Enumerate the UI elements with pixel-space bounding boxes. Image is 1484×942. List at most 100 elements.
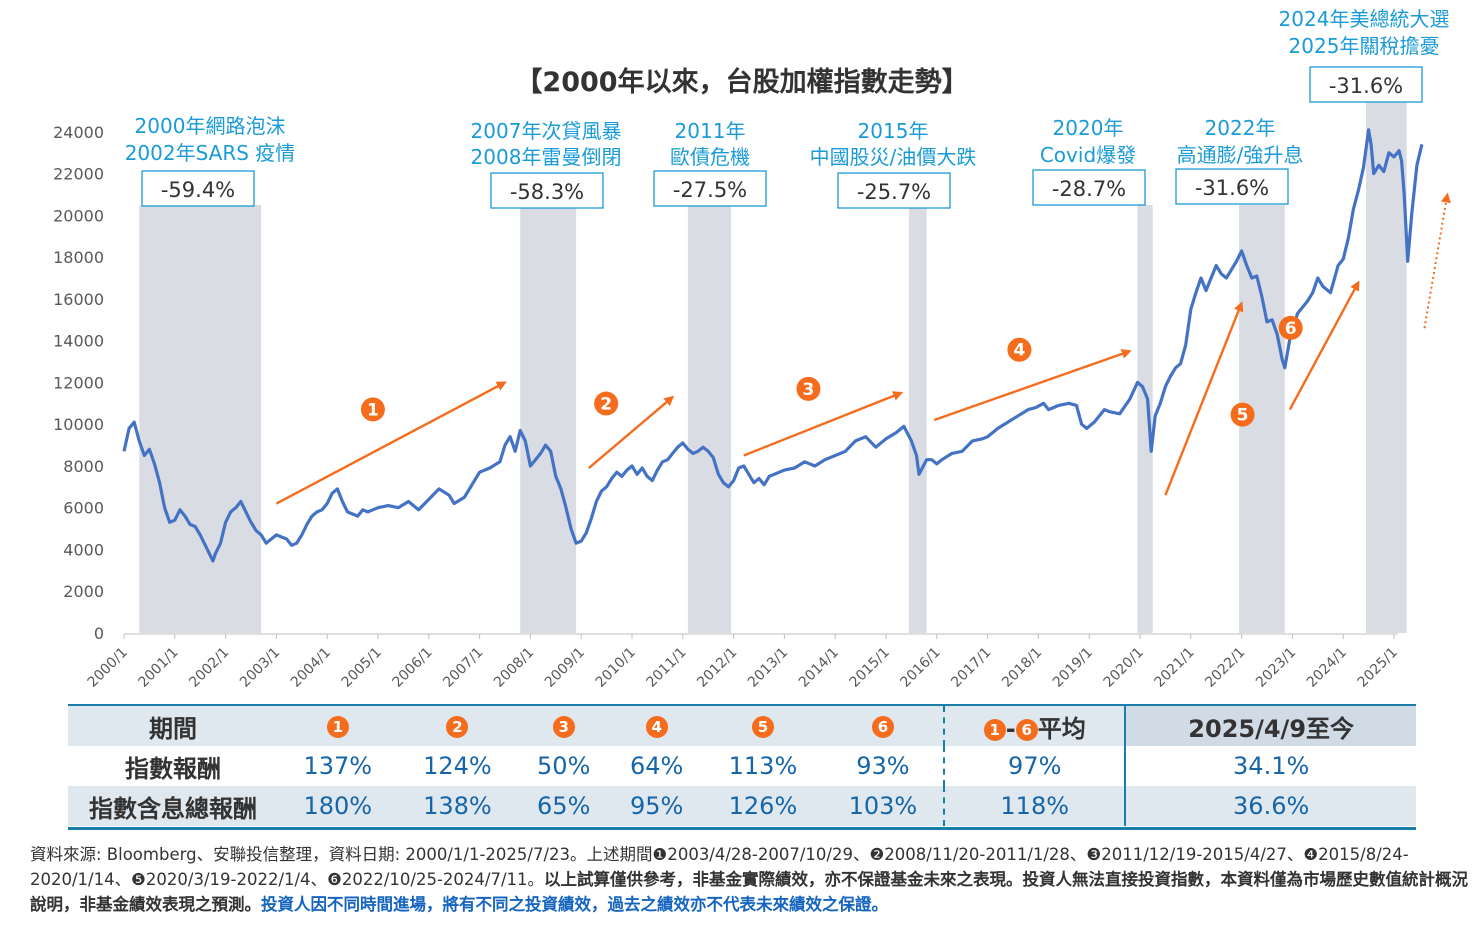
drawdown-value: -31.6%: [1195, 176, 1269, 200]
y-tick-label: 24000: [53, 123, 104, 142]
x-tick-label: 2001/1: [135, 645, 181, 691]
x-tick-label: 2022/1: [1202, 645, 1248, 691]
x-tick-label: 2010/1: [593, 645, 639, 691]
drawdown-shade: [139, 205, 262, 633]
x-tick-label: 2011/1: [643, 645, 689, 691]
x-tick-label: 2021/1: [1151, 645, 1197, 691]
table-cell: 138%: [397, 786, 518, 826]
drawdown-value: -25.7%: [857, 180, 931, 204]
phase-arrow: [933, 349, 1132, 422]
drawdown-shades: [139, 100, 1407, 633]
x-tick-label: 2004/1: [288, 645, 334, 691]
x-tick-label: 2024/1: [1304, 645, 1350, 691]
footnote-disclaimer: 以上試算僅供參考，非基金實際績效，亦不保證基金未來之表現。投資人無法直接投資指數…: [30, 870, 1469, 914]
x-tick-label: 2000/1: [85, 645, 131, 691]
y-tick-label: 4000: [63, 540, 104, 559]
drawdown-label: 2024年美總統大選: [1279, 7, 1450, 31]
drawdown-label: 2007年次貸風暴: [471, 119, 622, 143]
phase-number-badge: [360, 397, 385, 422]
phase-5-marker: 5: [751, 716, 774, 738]
phase-arrow: [1288, 280, 1360, 411]
drawdown-shade: [687, 205, 732, 633]
y-tick-label: 8000: [63, 457, 104, 476]
drawdown-value: -31.6%: [1329, 74, 1403, 98]
x-tick-label: 2016/1: [897, 645, 943, 691]
drawdown-labels: 2000年網路泡沫 2002年SARS 疫情 -59.4% 2007年次貸風暴2008…: [125, 7, 1450, 209]
table-cell: 113%: [703, 746, 823, 786]
table-top-rule: [68, 704, 1416, 707]
drawdown-value-box: [653, 170, 767, 207]
y-tick-label: 20000: [53, 206, 104, 225]
drawdown-value: -58.3%: [510, 180, 584, 204]
drawdown-value-box: [490, 172, 604, 209]
table-cell: 95%: [610, 786, 704, 826]
header-phase-2: 2: [397, 706, 518, 746]
footnote-source: 資料來源: Bloomberg、安聯投信整理，資料日期: 2000/1/1-20…: [30, 845, 1409, 889]
table-cell: 93%: [822, 746, 945, 786]
drawdown-shade: [520, 205, 577, 633]
header-phase-3: 3: [517, 706, 611, 746]
drawdown-label: Covid爆發: [1040, 143, 1136, 167]
table-cell: 97%: [943, 746, 1126, 786]
table-row: 指數報酬 137% 124% 50% 64% 113% 93% 97% 34.1…: [68, 746, 1416, 786]
drawdown-label: 中國股災/油價大跌: [810, 145, 977, 169]
drawdown-label: 2025年關稅擔憂: [1289, 34, 1440, 58]
drawdown-shade: [908, 205, 927, 633]
phase-number: 6: [1285, 319, 1297, 339]
drawdown-value: -59.4%: [161, 178, 235, 202]
phase-2-marker: 2: [446, 716, 469, 738]
header-phase-1: 1: [278, 706, 398, 746]
y-tick-label: 0: [94, 624, 104, 643]
x-tick-label: 2002/1: [186, 645, 232, 691]
drawdown-shade: [1366, 100, 1407, 633]
table-cell: 124%: [397, 746, 518, 786]
y-tick-label: 16000: [53, 290, 104, 309]
forecast-arrow: [1423, 192, 1451, 329]
y-tick-label: 6000: [63, 499, 104, 518]
table-bottom-rule: [68, 827, 1416, 830]
row-label: 指數含息總報酬: [68, 786, 278, 826]
phase-4-marker: 4: [645, 716, 668, 738]
y-tick-label: 14000: [53, 332, 104, 351]
x-tick-label: 2018/1: [999, 645, 1045, 691]
x-tick-label: 2020/1: [1101, 645, 1147, 691]
phase-number: 2: [600, 395, 612, 415]
chart-title: 【2000年以來，台股加權指數走勢】: [515, 66, 968, 98]
drawdown-label: 歐債危機: [670, 145, 750, 169]
drawdown-value: -28.7%: [1052, 177, 1126, 201]
drawdown-value-box: [1032, 169, 1146, 206]
phase-number-badge: [1278, 315, 1303, 340]
x-tick-label: 2015/1: [847, 645, 893, 691]
phase-number: 1: [367, 400, 379, 420]
header-since: 2025/4/9至今: [1124, 706, 1416, 746]
phase-6-marker: 6: [871, 716, 894, 738]
phase-number-badge: [1230, 402, 1255, 427]
index-line: [122, 128, 1424, 563]
table-header-row: 期間 1 2 3 4 5 6 1-6 平均 2025/4/9至今: [68, 706, 1416, 746]
x-tick-label: 2023/1: [1253, 645, 1299, 691]
taiex-line-chart: 0 2000 4000 6000 8000 10000 12000 14000 16000 180…: [53, 7, 1451, 691]
drawdown-label: 高通膨/強升息: [1177, 143, 1304, 167]
phase-number-badge: [594, 391, 619, 416]
y-tick-label: 22000: [53, 165, 104, 184]
phase-number-badge: [796, 376, 821, 401]
table-cell: 137%: [278, 746, 398, 786]
x-tick-label: 2013/1: [745, 645, 791, 691]
drawdown-label: 2020年: [1053, 116, 1124, 140]
x-tick-label: 2014/1: [796, 645, 842, 691]
phase-arrows: 1 2 3 4 5 6: [275, 192, 1451, 505]
drawdown-shade: [1137, 205, 1153, 633]
phase-arrow: [743, 391, 904, 457]
table-cell: 103%: [822, 786, 945, 826]
phase-arrow: [1164, 301, 1244, 496]
phase-number: 3: [803, 380, 815, 400]
index-series: [122, 128, 1424, 563]
drawdown-label: 2022年: [1205, 116, 1276, 140]
phase-arrow: [588, 395, 675, 469]
phase-3-marker: 3: [552, 716, 575, 738]
header-period: 期間: [68, 706, 278, 746]
x-tick-label: 2005/1: [339, 645, 385, 691]
table-cell: 180%: [278, 786, 398, 826]
drawdown-value-box: [141, 170, 255, 207]
row-label: 指數報酬: [68, 746, 278, 786]
